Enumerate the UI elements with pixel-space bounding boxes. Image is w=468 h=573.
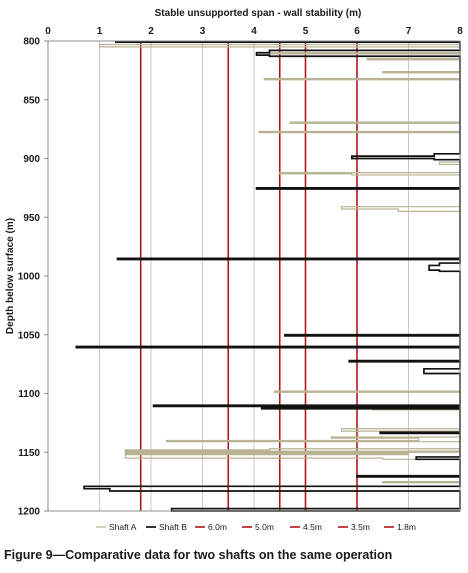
figure-caption: Figure 9—Comparative data for two shafts… [4, 548, 393, 562]
y-tick-label: 950 [23, 213, 40, 224]
x-tick-labels: 0 1 2 3 4 5 6 7 8 [45, 26, 463, 37]
legend-label: Shaft B [159, 522, 187, 532]
y-tick-label: 1000 [18, 272, 41, 283]
legend-label: 5.0m [255, 522, 274, 532]
legend-label: 6.0m [208, 522, 227, 532]
x-tick-label: 1 [97, 26, 103, 37]
x-tick-label: 5 [303, 26, 309, 37]
x-tick-label: 4 [251, 26, 257, 37]
y-axis-label: Depth below surface (m) [5, 218, 16, 334]
x-tick-label: 6 [354, 26, 360, 37]
y-tick-label: 850 [23, 95, 40, 106]
legend-label: 3.5m [351, 522, 370, 532]
chart-title: Stable unsupported span - wall stability… [155, 8, 362, 19]
series-lines [75, 41, 461, 512]
x-tick-label: 3 [200, 26, 206, 37]
y-tick-label: 1200 [18, 507, 41, 518]
y-tick-label: 900 [23, 154, 40, 165]
legend-label: 1.8m [397, 522, 416, 532]
y-tick-label: 1100 [18, 389, 40, 400]
x-tick-label: 8 [457, 26, 463, 37]
x-tick-label: 2 [148, 26, 154, 37]
legend-label: 4.5m [303, 522, 322, 532]
y-tick-label: 1150 [18, 448, 40, 459]
y-tick-label: 1050 [18, 330, 41, 341]
legend: Shaft A Shaft B 6.0m 5.0m 4.5m 3.5m 1.8m [96, 522, 416, 532]
x-tick-label: 7 [406, 26, 412, 37]
x-tick-label: 0 [45, 26, 51, 37]
y-tick-label: 800 [23, 37, 40, 48]
reference-lines [139, 41, 358, 511]
legend-label: Shaft A [109, 522, 137, 532]
y-tick-labels: 800 850 900 950 1000 1050 1100 1150 1200 [18, 37, 48, 518]
